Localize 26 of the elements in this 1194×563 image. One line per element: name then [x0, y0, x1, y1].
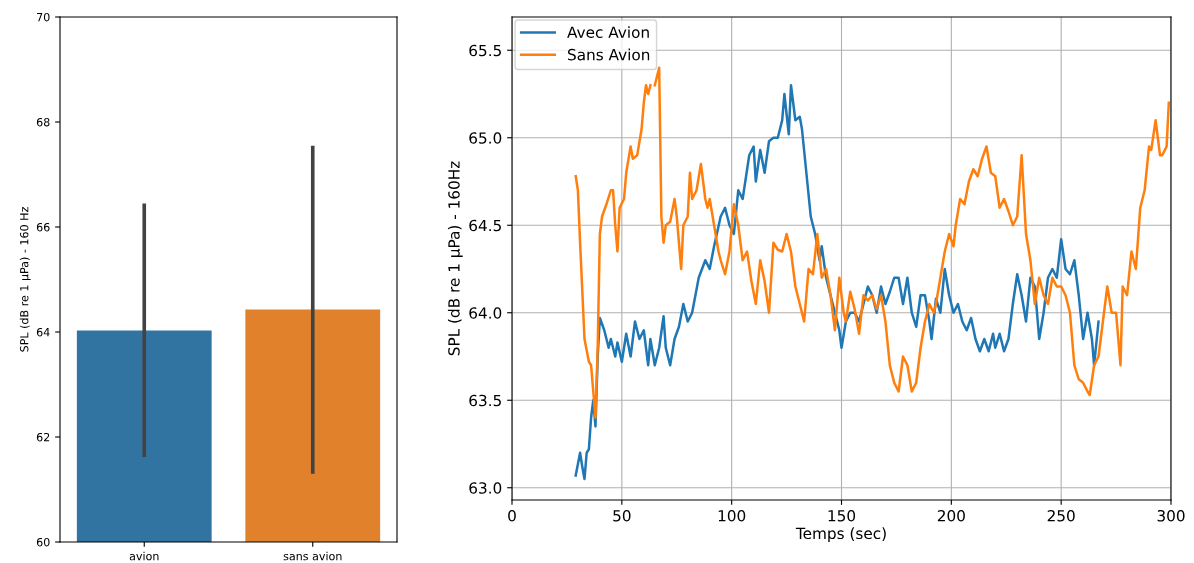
x-tick-label: 200: [937, 509, 965, 522]
y-tick-label: 64.0: [469, 307, 502, 319]
x-tick-label: 300: [1157, 509, 1185, 522]
y-tick-label: 65.5: [469, 44, 501, 57]
x-tick-label: avion: [129, 551, 159, 561]
legend-label: Sans Avion: [568, 48, 650, 61]
y-tick-label: 63.0: [469, 482, 502, 494]
y-tick-label: 62: [36, 432, 50, 442]
y-axis-title: SPL (dB re 1 µPa) - 160 Hz: [19, 207, 31, 352]
x-tick-label: 150: [828, 509, 856, 522]
y-tick-label: 64.5: [469, 219, 501, 232]
x-tick-label: 100: [718, 509, 746, 522]
y-tick-label: 64: [36, 327, 50, 337]
x-tick-label: 0: [508, 509, 516, 522]
x-tick-label: 250: [1047, 509, 1075, 522]
y-tick-label: 70: [37, 12, 50, 22]
y-tick-label: 63.5: [469, 394, 501, 407]
y-axis-title: SPL (dB re 1 µPa) - 160Hz: [447, 161, 463, 356]
y-tick-label: 65.0: [469, 132, 502, 144]
legend-label: Avec Avion: [567, 26, 649, 38]
y-tick-label: 60: [36, 537, 50, 547]
x-tick-label: 50: [613, 509, 631, 522]
x-axis-title: Temps (sec): [795, 527, 886, 543]
y-tick-label: 68: [36, 117, 50, 127]
x-tick-label: sans avion: [283, 551, 342, 561]
y-tick-label: 66: [36, 222, 50, 232]
